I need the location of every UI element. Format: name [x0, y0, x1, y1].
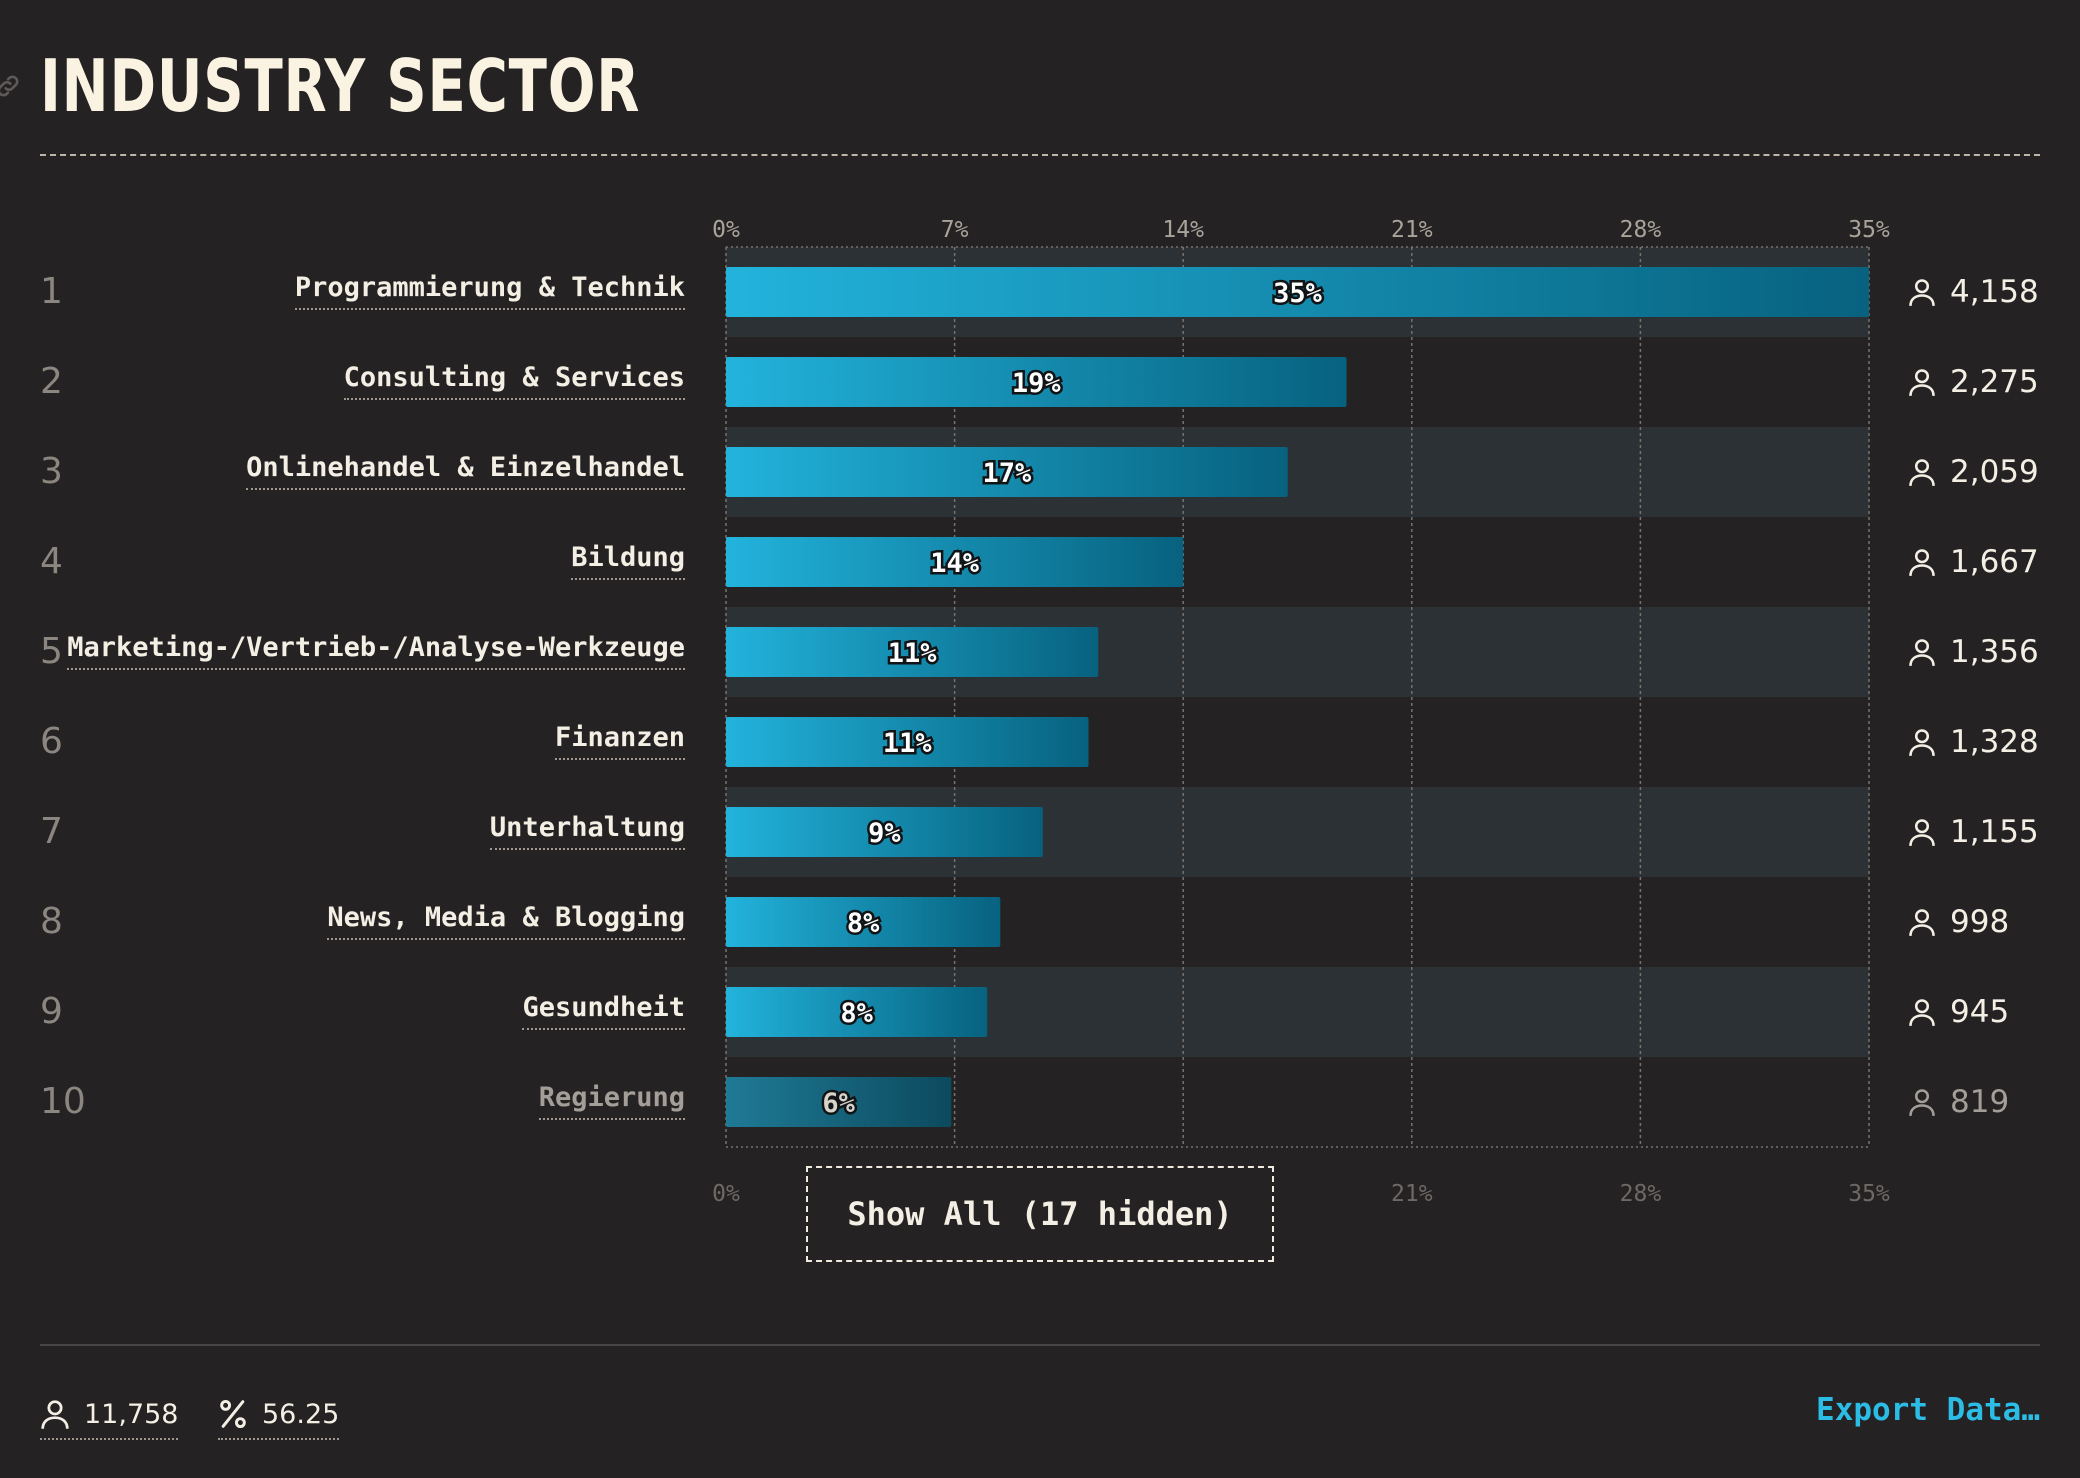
x-tick-label-bottom: 35%: [1848, 1181, 1890, 1207]
rank-label: 4: [40, 541, 63, 582]
category-label[interactable]: Marketing-/Vertrieb-/Analyse-Werkzeuge: [67, 630, 685, 670]
person-icon: [1909, 279, 1935, 306]
export-data-link[interactable]: Export Data…: [1816, 1392, 2040, 1428]
category-label[interactable]: Bildung: [571, 540, 685, 580]
person-icon: [1909, 819, 1935, 846]
rank-label: 3: [40, 451, 63, 492]
category-label[interactable]: News, Media & Blogging: [327, 900, 685, 940]
x-tick-label: 35%: [1848, 217, 1890, 243]
bar-value-label: 9%: [868, 818, 901, 849]
person-icon: [1909, 639, 1935, 666]
bar[interactable]: [726, 807, 1043, 857]
rank-label: 10: [40, 1081, 86, 1122]
rank-label: 8: [40, 901, 63, 942]
bar-value-label: 8%: [840, 998, 873, 1029]
person-icon: [1909, 1089, 1935, 1116]
count-value: 4,158: [1950, 274, 2039, 310]
bar-value-label: 11%: [888, 638, 938, 669]
bar[interactable]: [726, 1077, 952, 1127]
bar-value-label: 19%: [1012, 368, 1062, 399]
x-tick-label: 21%: [1391, 217, 1433, 243]
bar[interactable]: [726, 267, 1869, 317]
bar[interactable]: [726, 627, 1099, 677]
category-label[interactable]: Programmierung & Technik: [294, 270, 685, 310]
x-tick-label-bottom: 28%: [1620, 1181, 1662, 1207]
title-divider: [40, 154, 2040, 156]
bar[interactable]: [726, 447, 1288, 497]
count-value: 2,275: [1950, 364, 2039, 400]
x-tick-label: 14%: [1162, 217, 1204, 243]
x-tick-label-bottom: 0%: [712, 1181, 740, 1207]
bar-value-label: 17%: [982, 458, 1032, 489]
category-label[interactable]: Onlinehandel & Einzelhandel: [246, 450, 685, 490]
category-label[interactable]: Consulting & Services: [343, 360, 685, 400]
percent-stat: 56.25: [218, 1390, 340, 1440]
count-value: 998: [1950, 904, 2010, 940]
total-respondents-stat: 11,758: [40, 1390, 179, 1440]
rank-label: 1: [40, 271, 63, 312]
rank-label: 6: [40, 721, 63, 762]
count-value: 819: [1950, 1084, 2010, 1120]
percent-value: 56.25: [262, 1398, 340, 1430]
bar[interactable]: [726, 897, 1001, 947]
category-label[interactable]: Finanzen: [554, 720, 685, 760]
footer-divider: [40, 1344, 2040, 1346]
count-value: 1,356: [1950, 634, 2039, 670]
total-respondents-value: 11,758: [84, 1398, 179, 1430]
x-tick-label: 7%: [941, 217, 969, 243]
bar-chart: 0%0%7%7%14%14%21%21%28%28%35%35% 35%19%1…: [712, 217, 1890, 1207]
category-label[interactable]: Gesundheit: [522, 990, 685, 1030]
bar-value-label: 11%: [883, 728, 933, 759]
bar-value-label: 14%: [930, 548, 980, 579]
category-label[interactable]: Unterhaltung: [489, 810, 685, 850]
person-icon: [1909, 369, 1935, 396]
bar[interactable]: [726, 717, 1089, 767]
rank-label: 5: [40, 631, 63, 672]
bar-value-label: 8%: [847, 908, 880, 939]
x-tick-label: 28%: [1620, 217, 1662, 243]
rank-label: 7: [40, 811, 63, 852]
link-icon[interactable]: [0, 72, 22, 100]
bar[interactable]: [726, 537, 1184, 587]
bar-value-label: 6%: [822, 1088, 855, 1119]
rank-label: 9: [40, 991, 63, 1032]
x-tick-label: 0%: [712, 217, 740, 243]
person-icon: [41, 1400, 69, 1429]
page-title: INDUSTRY SECTOR: [40, 44, 641, 128]
x-tick-label-bottom: 21%: [1391, 1181, 1433, 1207]
person-icon: [1909, 999, 1935, 1026]
count-value: 945: [1950, 994, 2010, 1030]
person-icon: [1909, 909, 1935, 936]
count-value: 2,059: [1950, 454, 2039, 490]
person-icon: [1909, 549, 1935, 576]
person-icon: [1909, 729, 1935, 756]
show-all-button[interactable]: Show All (17 hidden): [806, 1166, 1274, 1262]
count-value: 1,155: [1950, 814, 2039, 850]
category-label[interactable]: Regierung: [538, 1080, 685, 1120]
bar-value-label: 35%: [1273, 278, 1323, 309]
count-value: 1,328: [1950, 724, 2039, 760]
bar[interactable]: [726, 357, 1347, 407]
count-value: 1,667: [1950, 544, 2039, 580]
rank-label: 2: [40, 361, 63, 402]
percent-icon: [220, 1399, 246, 1429]
person-icon: [1909, 459, 1935, 486]
bar[interactable]: [726, 987, 988, 1037]
